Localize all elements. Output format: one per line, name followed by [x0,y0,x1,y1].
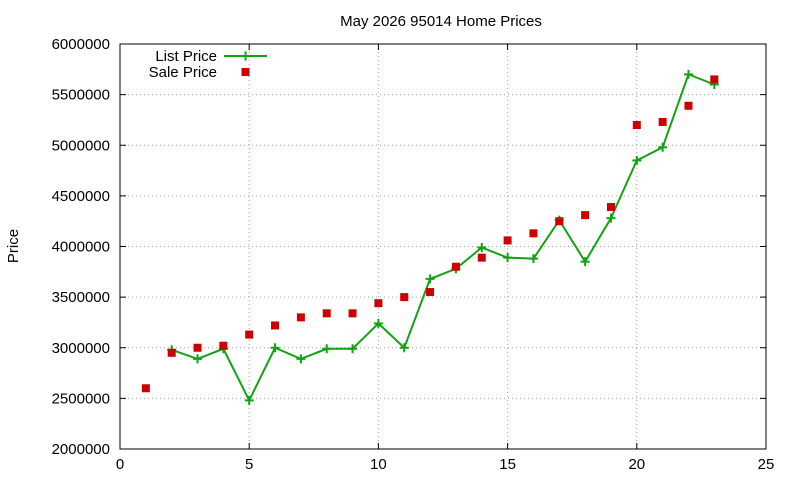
series-list-price [167,69,719,405]
sale-price-point [658,117,667,126]
y-axis-label: Price [5,229,22,263]
sale-price-point [374,299,383,308]
list-price-point [658,142,668,152]
list-price-point [322,344,332,354]
legend-label: List Price [155,48,217,65]
list-price-point [632,155,642,165]
series-sale-price [141,75,719,393]
x-tick-label: 15 [499,456,516,473]
sale-price-point [400,293,409,302]
series-layer [141,69,719,405]
list-price-point [373,318,383,328]
y-tick-label: 4500000 [52,188,110,205]
y-tick-label: 3000000 [52,340,110,357]
list-price-point [244,395,254,405]
list-price-point [606,213,616,223]
sale-price-point [271,321,280,330]
x-tick-label: 20 [628,456,645,473]
chart-title: May 2026 95014 Home Prices [340,13,542,30]
sale-price-point [555,217,564,226]
x-tick-label: 10 [370,456,387,473]
list-price-point [503,253,513,263]
x-tick-label: 5 [245,456,253,473]
sale-price-point [167,348,176,357]
grid [120,44,766,449]
sale-price-point [503,236,512,245]
sale-price-point [529,229,538,238]
y-tick-label: 4000000 [52,239,110,256]
list-price-point [399,343,409,353]
x-tick-label: 0 [116,456,124,473]
sale-price-point [245,330,254,339]
y-tick-label: 2000000 [52,441,110,458]
sale-price-point [606,203,615,212]
list-price-point [348,344,358,354]
sale-price-point [632,121,641,129]
sale-price-point [348,309,357,318]
x-tick-label: 25 [758,456,775,473]
sale-price-point [193,343,202,352]
sale-price-point [426,288,435,297]
sale-price-point [322,309,331,318]
legend-plus-swatch [241,51,250,61]
sale-price-point [477,253,486,262]
legend-label: Sale Price [149,64,217,81]
list-price-line [171,73,715,403]
y-tick-label: 2500000 [52,390,110,407]
list-price-point [425,274,435,284]
y-tick-label: 3500000 [52,289,110,306]
axes: 0 5 10 15 20 25 2000000 2500000 3000000 3500000 40… [52,36,775,473]
sale-price-point [219,341,228,350]
y-tick-label: 6000000 [52,36,110,53]
sale-price-point [710,75,719,84]
y-tick-label: 5500000 [52,87,110,104]
y-tick-label: 5000000 [52,137,110,154]
list-price-point [580,257,590,267]
list-price-point [477,243,487,253]
sale-price-point [296,313,305,322]
list-price-point [270,343,280,353]
list-price-point [683,69,693,79]
list-price-point [528,254,538,264]
sale-price-point [581,211,590,220]
sale-price-point [141,384,150,393]
sale-price-point [684,101,693,110]
list-price-point [193,354,203,364]
list-price-point [296,354,306,364]
legend-square-swatch [241,68,250,76]
sale-price-point [451,262,460,271]
